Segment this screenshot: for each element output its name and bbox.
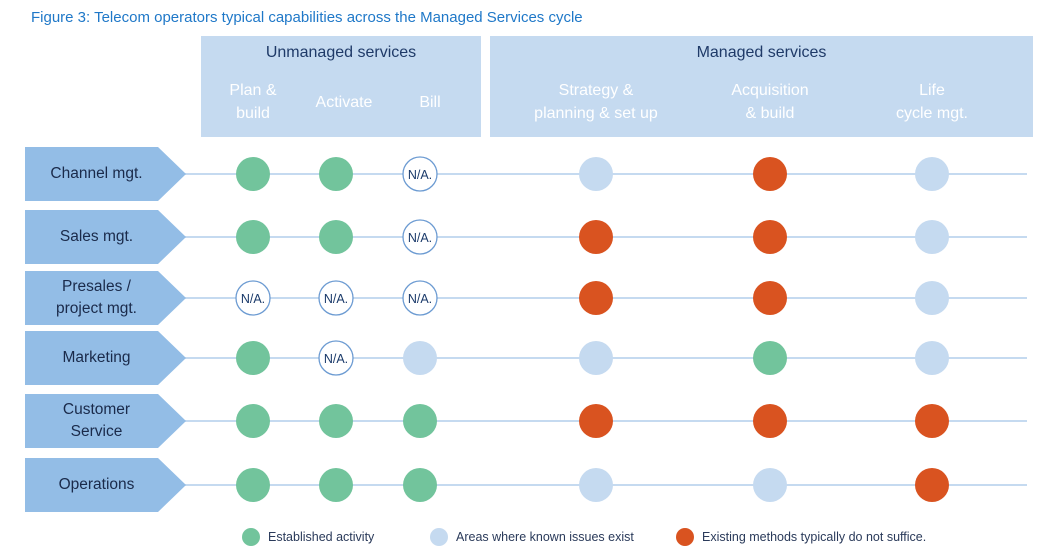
cell-marker-known-issues: [579, 341, 613, 375]
na-circle: [402, 280, 438, 316]
cell-marker-established: [319, 404, 353, 438]
figure-title: Figure 3: Telecom operators typical capa…: [31, 9, 583, 26]
cell-marker-known-issues: [915, 341, 949, 375]
legend-not-suffice: Existing methods typically do not suffic…: [676, 528, 926, 546]
row-label-arrow: [25, 394, 186, 448]
column-label-strategy-planning: Strategy & planning & set up: [534, 82, 658, 122]
cell-marker-na: N/A.: [318, 340, 354, 376]
cell-marker-na: N/A.: [318, 280, 354, 316]
legend-dot-established: [242, 528, 260, 546]
row-label: Marketing: [62, 349, 131, 366]
cell-marker-established: [236, 404, 270, 438]
cell-marker-established: [403, 468, 437, 502]
column-label-life-cycle: Life cycle mgt.: [895, 82, 968, 122]
legend-dot-known-issues: [430, 528, 448, 546]
legend-known-issues: Areas where known issues exist: [430, 528, 634, 546]
row-label-arrow: [25, 210, 186, 264]
legend-label: Areas where known issues exist: [456, 530, 634, 544]
cell-marker-na: N/A.: [235, 280, 271, 316]
row-label: Presales / project mgt.: [56, 278, 137, 317]
cell-marker-established: [753, 341, 787, 375]
cell-marker-established: [319, 468, 353, 502]
legend-label: Existing methods typically do not suffic…: [702, 530, 927, 544]
na-text: N/A.: [408, 168, 432, 182]
cell-marker-known-issues: [915, 281, 949, 315]
na-circle: [235, 280, 271, 316]
cell-marker-established: [319, 157, 353, 191]
na-circle: [402, 156, 438, 192]
na-text: N/A.: [408, 231, 432, 245]
row-label: Channel mgt.: [50, 165, 143, 182]
cell-marker-established: [236, 468, 270, 502]
cell-marker-not-suffice: [753, 157, 787, 191]
na-circle: [318, 280, 354, 316]
cell-marker-known-issues: [915, 157, 949, 191]
cell-marker-not-suffice: [579, 281, 613, 315]
legend-label: Established activity: [268, 530, 375, 544]
cell-marker-not-suffice: [753, 220, 787, 254]
na-circle: [318, 340, 354, 376]
na-text: N/A.: [324, 352, 348, 366]
cell-marker-known-issues: [753, 468, 787, 502]
cell-marker-not-suffice: [753, 281, 787, 315]
row-label: Customer Service: [62, 401, 131, 440]
row-label-arrow: [25, 458, 186, 512]
cell-marker-na: N/A.: [402, 280, 438, 316]
row-label-arrow: [25, 147, 186, 201]
column-label-plan-build: Plan & build: [229, 82, 277, 122]
group-label: Managed services: [696, 44, 827, 61]
row-label: Operations: [58, 476, 135, 493]
cell-marker-not-suffice: [579, 404, 613, 438]
column-label-bill: Bill: [419, 94, 441, 111]
cell-marker-known-issues: [915, 220, 949, 254]
cell-marker-established: [403, 404, 437, 438]
row-label-arrow: [25, 271, 186, 325]
cell-marker-established: [319, 220, 353, 254]
na-text: N/A.: [241, 292, 265, 306]
na-text: N/A.: [408, 292, 432, 306]
row-label: Sales mgt.: [59, 228, 134, 245]
column-label-activate: Activate: [315, 94, 373, 111]
na-text: N/A.: [324, 292, 348, 306]
na-circle: [402, 219, 438, 255]
cell-marker-na: N/A.: [402, 156, 438, 192]
cell-marker-known-issues: [579, 157, 613, 191]
cell-marker-not-suffice: [579, 220, 613, 254]
cell-marker-not-suffice: [753, 404, 787, 438]
row-label-arrow: [25, 331, 186, 385]
cell-marker-established: [236, 157, 270, 191]
group-label: Unmanaged services: [265, 44, 417, 61]
cell-marker-not-suffice: [915, 404, 949, 438]
cell-marker-known-issues: [579, 468, 613, 502]
group-header-unmanaged: Unmanaged services: [201, 36, 481, 137]
column-label-acquisition-build: Acquisition & build: [731, 82, 809, 122]
cell-marker-na: N/A.: [402, 219, 438, 255]
legend-established: Established activity: [242, 528, 374, 546]
legend-dot-not-suffice: [676, 528, 694, 546]
group-header-managed: Managed services: [490, 36, 1033, 137]
cell-marker-known-issues: [403, 341, 437, 375]
cell-marker-established: [236, 341, 270, 375]
cell-marker-not-suffice: [915, 468, 949, 502]
cell-marker-established: [236, 220, 270, 254]
